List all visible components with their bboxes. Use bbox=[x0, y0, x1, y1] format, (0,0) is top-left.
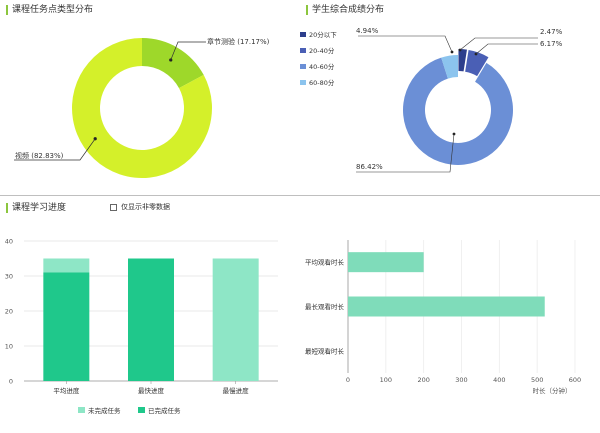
legend-label-0: 未完成任务 bbox=[88, 406, 121, 415]
leader-dot bbox=[452, 132, 456, 136]
legend-swatch-1 bbox=[300, 48, 306, 53]
legend-label-1: 已完成任务 bbox=[148, 406, 181, 415]
x-tick-label: 200 bbox=[417, 376, 429, 384]
slice-label-3: 4.94% bbox=[356, 27, 379, 35]
legend-swatch-0 bbox=[78, 407, 85, 413]
progress-title: 课程学习进度 bbox=[12, 203, 67, 213]
legend-swatch-2 bbox=[300, 64, 306, 69]
leader-line bbox=[356, 133, 455, 173]
donut-slice-0 bbox=[142, 38, 204, 89]
y-tick-label: 30 bbox=[5, 273, 13, 281]
task-types-title-bar bbox=[6, 5, 8, 15]
legend-label-3: 60-80分 bbox=[309, 78, 335, 87]
hbar-1 bbox=[348, 296, 545, 317]
progress-title-bar bbox=[6, 203, 8, 213]
y-tick-label: 平均观看时长 bbox=[305, 258, 345, 267]
section-divider bbox=[0, 195, 600, 196]
leader-line bbox=[358, 35, 453, 53]
nonzero-checkbox[interactable] bbox=[110, 204, 117, 211]
legend-label-0: 20分以下 bbox=[309, 30, 337, 39]
y-tick-label: 20 bbox=[5, 308, 13, 316]
donut-slice-0 bbox=[458, 49, 467, 72]
bar-0-1 bbox=[43, 258, 90, 273]
legend-swatch-3 bbox=[300, 80, 306, 85]
leader-line bbox=[475, 43, 538, 55]
leader-line bbox=[459, 37, 538, 51]
slice-label-2: 86.42% bbox=[356, 163, 383, 171]
hbar-0 bbox=[348, 252, 424, 273]
legend-swatch-0 bbox=[300, 32, 306, 37]
leader-line bbox=[170, 41, 206, 61]
nonzero-checkbox-label: 仅显示非零数据 bbox=[121, 203, 170, 211]
slice-label-0: 2.47% bbox=[540, 28, 563, 36]
y-tick-label: 最长观看时长 bbox=[305, 302, 345, 311]
bar-0-0 bbox=[43, 272, 90, 381]
x-tick-label: 100 bbox=[380, 376, 392, 384]
x-axis-title: 时长（分钟） bbox=[533, 386, 572, 395]
legend-label-2: 40-60分 bbox=[309, 62, 335, 71]
legend-label-1: 20-40分 bbox=[309, 46, 335, 55]
x-tick-label: 600 bbox=[569, 376, 581, 384]
slice-label-1: 视频 (82.83%) bbox=[15, 151, 64, 160]
x-tick-label: 500 bbox=[531, 376, 543, 384]
x-tick-label: 300 bbox=[455, 376, 467, 384]
scores-title: 学生综合成绩分布 bbox=[312, 5, 385, 15]
x-tick-label: 400 bbox=[493, 376, 505, 384]
task-types-title: 课程任务点类型分布 bbox=[12, 5, 94, 15]
y-tick-label: 40 bbox=[5, 238, 13, 246]
donut-slice-3 bbox=[441, 55, 458, 79]
x-tick-label: 0 bbox=[346, 376, 350, 384]
x-tick-label: 平均进度 bbox=[53, 386, 80, 395]
donut-slice-1 bbox=[465, 50, 489, 77]
y-tick-label: 0 bbox=[9, 378, 13, 386]
legend-swatch-1 bbox=[138, 407, 145, 413]
donut-slice-1 bbox=[72, 38, 213, 179]
bar-2-1 bbox=[212, 258, 259, 381]
watch-time-bar-chart: 0 100 200 300 400 500 600 平均观看时长最长观看时长最短观看时长时长（… bbox=[305, 240, 581, 395]
donut-slice-2 bbox=[403, 57, 513, 166]
x-tick-label: 最快进度 bbox=[138, 386, 165, 395]
x-tick-label: 最慢进度 bbox=[223, 386, 250, 395]
bar-1-0 bbox=[128, 258, 174, 381]
scores-title-bar bbox=[306, 5, 308, 15]
score-distribution-donut-chart: 20分以下 20-40分 40-60分 60-80分 2.47% 6.17% 4.94% 86… bbox=[300, 27, 563, 173]
y-tick-label: 最短观看时长 bbox=[305, 346, 345, 355]
leader-line bbox=[14, 138, 96, 161]
leader-dot bbox=[450, 50, 454, 54]
slice-label-0: 章节测验 (17.17%) bbox=[207, 37, 270, 46]
task-types-donut-chart: 章节测验 (17.17%) 视频 (82.83%) bbox=[14, 37, 270, 179]
y-tick-label: 10 bbox=[5, 343, 13, 351]
slice-label-1: 6.17% bbox=[540, 40, 563, 48]
